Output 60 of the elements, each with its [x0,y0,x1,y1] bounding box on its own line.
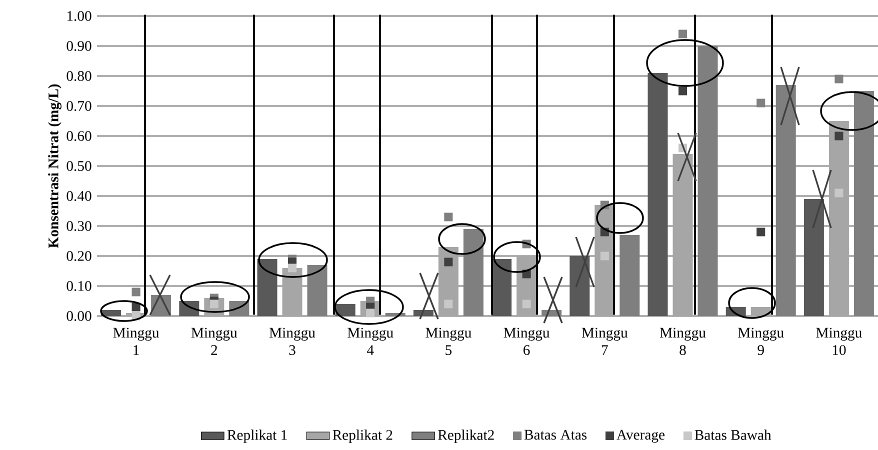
x-tick-label: Minggu 3 [269,328,316,356]
y-tick-label: 1.00 [67,11,92,21]
bar [570,256,590,316]
y-axis-title: Konsentrasi Nitrat (mg/L) [48,84,62,248]
point [834,132,844,140]
y-tick-label: 0.50 [66,161,92,171]
point [756,98,766,108]
x-tick-label: Minggu 4 [348,328,394,355]
point [444,258,453,266]
bar [257,259,278,316]
y-tick-label: 0.30 [66,221,92,231]
legend-label: Batas Atas [524,430,587,440]
x-tick-label: Minggu 1 [113,328,160,355]
bar [413,310,434,316]
point [834,74,844,84]
y-tick-label: 0.10 [66,281,92,291]
bar [804,199,824,316]
point [600,252,609,260]
point [132,288,140,296]
y-tick-label: 0.60 [66,131,92,141]
y-tick-label: 0.70 [66,101,92,111]
y-tick-label: 0.40 [66,191,92,201]
x-tick-label: Minggu 9 [738,328,784,356]
point [444,212,453,222]
y-tick-label: 0.90 [66,41,92,51]
bar [307,265,328,316]
bar [101,310,122,316]
y-tick-label: 0.20 [66,251,92,261]
bar [750,307,771,316]
bar [698,46,718,316]
legend-label: Average [616,430,665,443]
bar [282,268,302,316]
x-tick-label: Minggu 10 [816,328,862,356]
x-tick-label: Minggu 5 [426,328,472,356]
point [756,228,766,236]
bar [335,304,356,316]
point [678,30,688,38]
x-tick-label: Minggu 8 [660,328,706,356]
y-tick-label: 0.80 [66,71,92,81]
x-tick-label: Minggu 2 [191,328,238,355]
bar [672,154,693,316]
bar [463,229,484,316]
bar [776,85,796,316]
bar [854,91,874,316]
y-tick-label: 0.00 [66,311,92,321]
point [678,86,688,96]
legend-label: Replikat 2 [332,430,392,443]
point [444,300,453,308]
point [834,188,844,198]
x-tick-label: Minggu 7 [582,328,628,355]
bar [648,72,668,316]
legend-label: Replikat 1 [227,430,287,443]
point [522,300,531,308]
legend-label: Replikat2 [438,430,494,443]
bar [620,235,640,316]
legend-label: Batas Bawah [694,430,772,440]
point [288,264,297,272]
point [132,302,140,312]
x-tick-label: Minggu 6 [504,328,550,356]
bar [828,121,849,316]
